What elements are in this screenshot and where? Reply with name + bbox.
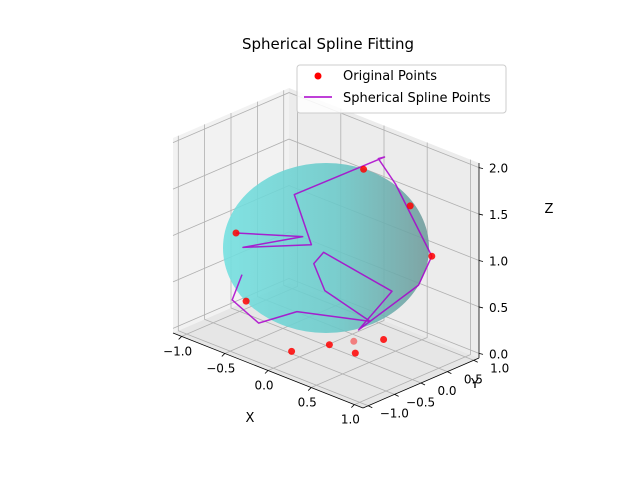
x-tick-label: −1.0 bbox=[163, 344, 192, 358]
z-tick-label: 2.0 bbox=[489, 162, 508, 176]
z-tick bbox=[478, 213, 484, 216]
z-tick bbox=[478, 352, 484, 355]
spline-line bbox=[231, 156, 433, 331]
x-axis-label: X bbox=[246, 411, 255, 426]
grid-line-x-4 bbox=[354, 159, 471, 405]
grid-line-y-0 bbox=[177, 135, 369, 407]
z-tick-label: 1.5 bbox=[489, 208, 508, 222]
original-point bbox=[325, 341, 333, 349]
chart-title: Spherical Spline Fitting bbox=[242, 35, 414, 53]
x-tick bbox=[221, 353, 226, 357]
original-point bbox=[350, 337, 358, 345]
y-tick-label: 0.5 bbox=[464, 373, 483, 387]
x-tick bbox=[178, 336, 182, 340]
y-tick bbox=[394, 394, 399, 397]
y-tick bbox=[473, 359, 478, 363]
y-tick-label: −0.5 bbox=[406, 395, 435, 409]
grid-line-z-4 bbox=[172, 92, 480, 168]
x-tick bbox=[264, 370, 269, 374]
sphere-surface bbox=[223, 163, 429, 333]
legend-label-spline-points: Spherical Spline Points bbox=[343, 91, 491, 106]
y-tick bbox=[420, 382, 426, 386]
z-tick-label: 0.0 bbox=[489, 347, 508, 361]
z-tick bbox=[478, 260, 484, 262]
x-tick-label: 0.5 bbox=[298, 396, 317, 410]
sphere-body bbox=[223, 163, 429, 333]
original-point bbox=[242, 297, 250, 305]
y-tick-label: −1.0 bbox=[380, 407, 409, 421]
legend-marker-original-points bbox=[314, 72, 322, 80]
original-point bbox=[406, 202, 414, 210]
z-tick-label: 1.0 bbox=[489, 255, 508, 269]
legend-frame bbox=[296, 64, 507, 114]
x-tick-label: 1.0 bbox=[341, 413, 360, 427]
axes-layer: −1.0−0.50.00.51.0 −1.0−0.50.00.51.00.00.5… bbox=[163, 162, 509, 427]
original-point bbox=[360, 165, 368, 173]
original-point bbox=[428, 252, 436, 260]
x-tick bbox=[351, 404, 355, 408]
x-tick-label: −0.5 bbox=[206, 362, 235, 376]
data-layer bbox=[231, 156, 436, 357]
legend: Original Points Spherical Spline Points bbox=[296, 64, 507, 114]
z-tick bbox=[478, 306, 484, 309]
original-point bbox=[380, 336, 388, 343]
y-tick-label: 1.0 bbox=[490, 361, 509, 375]
legend-label-original-points: Original Points bbox=[343, 69, 437, 84]
grid-line-y-1 bbox=[204, 124, 395, 395]
grid-line-y-2 bbox=[230, 113, 422, 384]
x-tick-label: 0.0 bbox=[254, 379, 273, 393]
y-tick bbox=[447, 371, 452, 374]
z-tick-label: 0.5 bbox=[489, 301, 508, 315]
y-axis-label: Y bbox=[470, 377, 479, 392]
y-tick bbox=[368, 405, 373, 409]
grid-line-x-3 bbox=[311, 142, 428, 388]
y-tick-label: 0.0 bbox=[437, 384, 456, 398]
z-axis-label: Z bbox=[545, 202, 554, 217]
original-point bbox=[232, 229, 240, 237]
z-tick bbox=[478, 167, 484, 170]
grid-line-z-3 bbox=[172, 138, 480, 215]
original-point bbox=[351, 349, 359, 357]
x-tick bbox=[307, 387, 312, 391]
original-point bbox=[288, 347, 296, 355]
